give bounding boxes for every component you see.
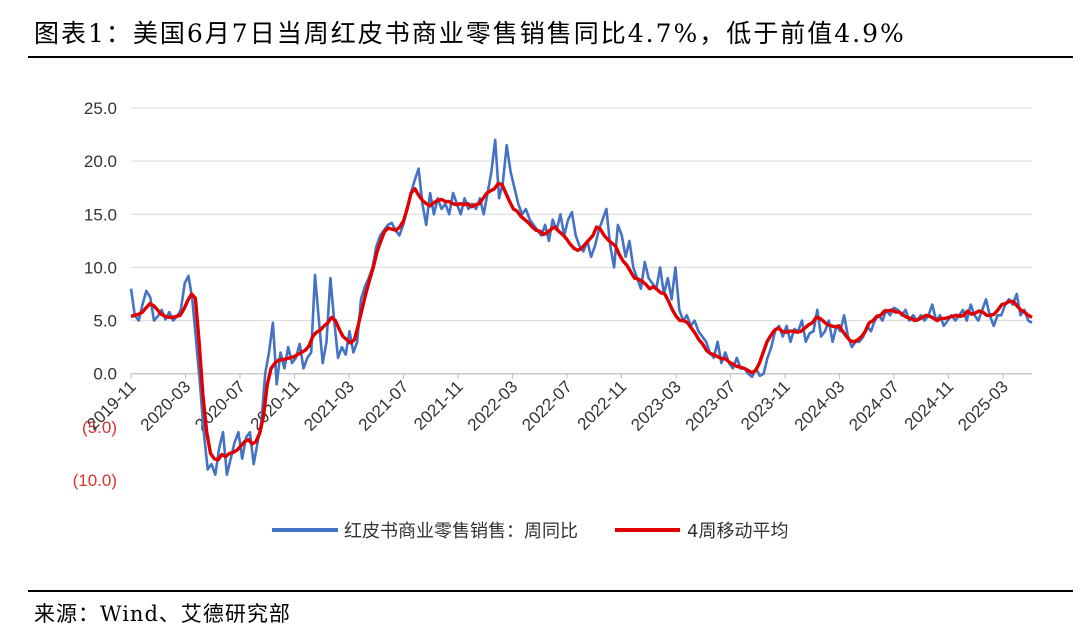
source-note: 来源：Wind、艾德研究部: [34, 602, 291, 626]
series-lines: [129, 138, 1033, 477]
x-tick-label: 2024-03: [791, 377, 849, 435]
x-tick-label: 2025-03: [954, 377, 1012, 435]
x-tick-label: 2020-11: [247, 377, 304, 434]
x-axis-ticks: 2019-112020-032020-072020-112021-032021-…: [83, 373, 1012, 435]
x-tick-label: 2024-11: [901, 377, 958, 434]
legend-label-weekly: 红皮书商业零售销售：周同比: [344, 521, 578, 542]
chart-title: 图表1：美国6月7日当周红皮书商业零售销售同比4.7%，低于前值4.9%: [34, 19, 906, 48]
top-divider: [28, 56, 1073, 58]
y-tick-label: 20.0: [84, 152, 117, 171]
y-tick-label: 5.0: [93, 312, 117, 331]
legend-label-avg: 4周移动平均: [687, 521, 788, 542]
x-tick-label: 2023-03: [627, 377, 685, 435]
y-tick-label: 25.0: [84, 99, 117, 118]
x-tick-label: 2022-03: [464, 377, 522, 435]
x-tick-label: 2023-11: [737, 377, 794, 434]
y-tick-label: 0.0: [93, 365, 117, 384]
series-line-avg: [130, 181, 1033, 462]
gridlines: [131, 107, 1032, 322]
x-tick-label: 2021-03: [300, 377, 358, 435]
x-tick-label: 2021-11: [410, 377, 467, 434]
y-tick-label: 10.0: [84, 258, 117, 277]
y-axis-ticks: 25.0 20.0 15.0 10.0 5.0 0.0 (5.0) (10.0): [73, 99, 117, 490]
y-tick-label: (5.0): [82, 418, 117, 437]
legend: 红皮书商业零售销售：周同比 4周移动平均: [272, 521, 788, 542]
x-tick-label: 2022-11: [574, 377, 631, 434]
x-tick-label: 2024-07: [845, 377, 903, 435]
x-tick-label: 2021-07: [355, 377, 413, 435]
x-tick-label: 2022-07: [518, 377, 576, 435]
line-chart: 25.0 20.0 15.0 10.0 5.0 0.0 (5.0) (10.0) 2019-1…: [73, 99, 1033, 542]
bottom-divider: [28, 590, 1073, 592]
y-tick-label: 15.0: [84, 205, 117, 224]
x-tick-label: 2020-03: [137, 377, 195, 435]
x-tick-label: 2023-07: [682, 377, 740, 435]
y-tick-label: (10.0): [73, 471, 117, 490]
